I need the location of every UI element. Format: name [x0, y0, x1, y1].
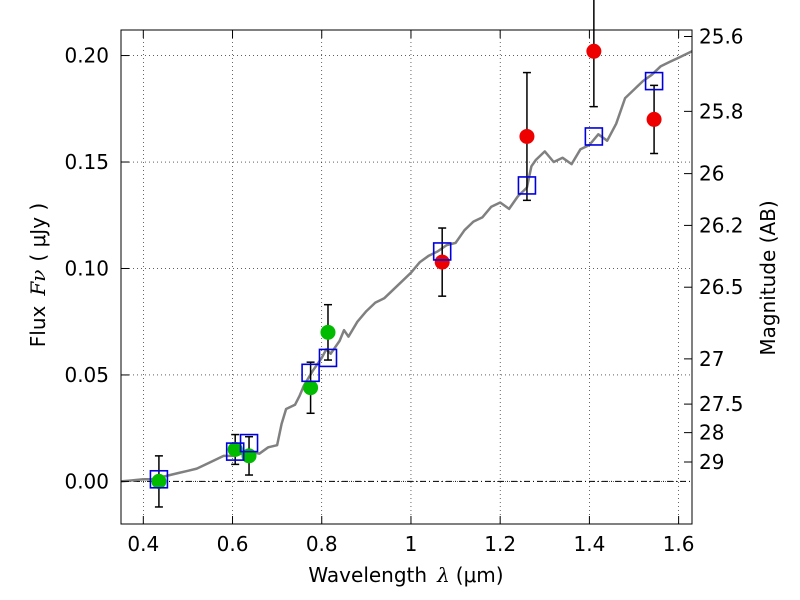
model-point-square	[149, 469, 169, 489]
x-axis-label: Wavelength λ (μm)	[308, 563, 503, 587]
x-axis-ticks: 0.4 0.6 0.8 1 1.2 1.4 1.6	[127, 30, 695, 556]
x-tick-label: 1.6	[663, 532, 695, 556]
x-tick-label: 1.4	[573, 532, 605, 556]
model-point-square	[301, 363, 320, 383]
y-axis-label-prefix: Flux	[26, 305, 50, 347]
y2-tick-label: 27.5	[699, 392, 744, 416]
x-axis-label-unit: (μm)	[456, 563, 504, 587]
y-axis-label-symbol: Fν	[26, 270, 50, 297]
y2-axis-ticks: 25.6 25.8 26 26.2 26.5 27 27.5 28 29	[684, 25, 744, 474]
x-axis-label-symbol: λ	[436, 563, 450, 587]
x-tick-label: 0.4	[127, 532, 159, 556]
y-tick-label: 0.00	[64, 469, 109, 493]
y2-tick-label: 26.2	[699, 213, 744, 237]
data-point-circle	[586, 43, 602, 59]
y-tick-label: 0.20	[64, 44, 109, 68]
x-tick-label: 0.8	[306, 532, 338, 556]
y-axis-label: Flux Fν ( μJy )	[26, 203, 50, 347]
data-point-circle	[303, 380, 319, 396]
data-markers	[149, 43, 664, 489]
y-tick-label: 0.15	[64, 150, 109, 174]
data-point-circle	[151, 473, 167, 489]
y2-tick-label: 26	[699, 162, 724, 186]
data-point-circle	[320, 324, 336, 340]
y2-tick-label: 25.8	[699, 99, 744, 123]
y2-tick-label: 25.6	[699, 25, 744, 49]
y2-tick-label: 28	[699, 421, 724, 445]
data-point-circle	[227, 441, 243, 457]
model-point-square	[644, 71, 664, 91]
y-axis-ticks: 0.00 0.05 0.10 0.15 0.20	[64, 44, 129, 493]
x-tick-label: 1	[405, 532, 418, 556]
x-tick-label: 0.6	[217, 532, 249, 556]
model-point-square	[584, 127, 604, 146]
data-point-circle	[434, 254, 450, 270]
x-axis-label-prefix: Wavelength	[308, 563, 427, 587]
y-axis-label-unit: ( μJy )	[26, 203, 50, 262]
y2-tick-label: 27	[699, 347, 724, 371]
plot-frame	[120, 29, 693, 525]
model-point-square	[318, 348, 338, 368]
y2-tick-label: 26.5	[699, 275, 744, 299]
y-tick-label: 0.05	[64, 363, 109, 387]
y-tick-label: 0.10	[64, 256, 109, 280]
model-point-square	[432, 242, 452, 261]
model-point-square	[239, 433, 259, 453]
x-tick-label: 1.2	[484, 532, 516, 556]
data-point-circle	[646, 111, 662, 127]
data-point-circle	[519, 128, 535, 144]
model-point-square	[517, 176, 537, 195]
y2-axis-label: Magnitude (AB)	[756, 200, 780, 355]
y2-tick-label: 29	[699, 450, 724, 474]
